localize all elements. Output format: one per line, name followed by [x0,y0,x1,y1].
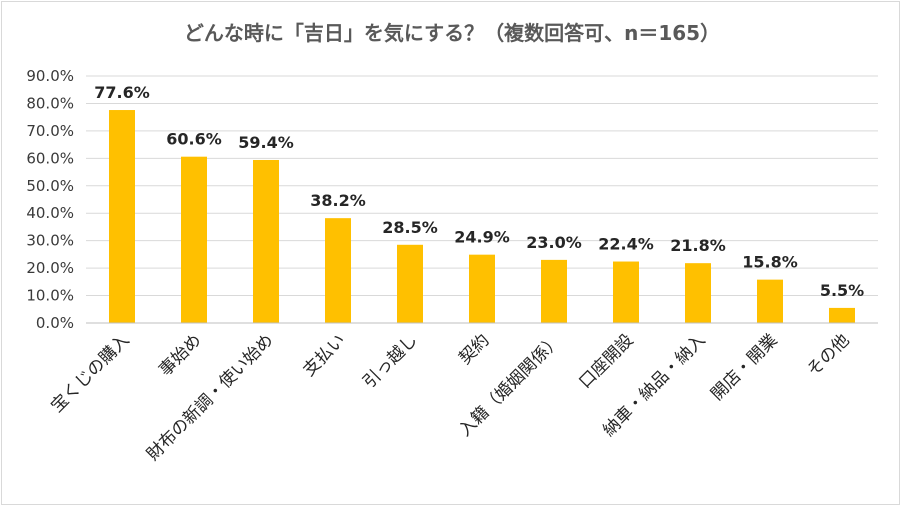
data-label: 22.4% [598,235,654,254]
x-tick-label: 開店・開業 [707,330,781,404]
x-tick-label: 支払い [299,330,349,380]
y-tick-label: 70.0% [26,122,74,140]
data-label: 38.2% [310,191,366,210]
data-label: 15.8% [742,253,798,272]
data-label: 59.4% [238,133,294,152]
bar [325,218,351,323]
data-label: 5.5% [820,281,864,300]
x-tick-label: 事始め [155,330,205,380]
y-tick-label: 90.0% [26,67,74,85]
x-tick-label: 契約 [455,330,493,368]
y-tick-label: 30.0% [26,232,74,250]
bar [757,279,783,323]
y-tick-label: 60.0% [26,149,74,167]
y-tick-label: 0.0% [36,314,74,332]
bar [253,159,279,323]
y-axis-ticks: 0.0% 10.0% 20.0% 30.0% 40.0% 50.0% 60.0% 70.0% 8… [26,67,74,332]
bar [685,263,711,323]
data-label: 28.5% [382,218,438,237]
y-tick-label: 40.0% [26,204,74,222]
data-label: 77.6% [94,83,150,102]
data-label: 21.8% [670,236,726,255]
bars [109,110,855,323]
data-label: 23.0% [526,233,582,252]
y-tick-label: 80.0% [26,94,74,112]
data-label: 24.9% [454,228,510,247]
y-tick-label: 20.0% [26,259,74,277]
x-tick-label: 宝くじの購入 [47,330,133,416]
bar [109,110,135,323]
bar [397,244,423,323]
gridlines [86,75,878,297]
chart-title: どんな時に「吉日」を気にする？（複数回答可、n＝165） [184,21,720,45]
x-tick-label: 財布の新調・使い始め [142,330,277,465]
x-tick-label: 引っ越し [359,330,421,392]
y-tick-label: 10.0% [26,287,74,305]
data-labels: 77.6% 60.6% 59.4% 38.2% 28.5% 24.9% 23.0% 22.4%… [94,83,864,300]
x-tick-label: その他 [803,330,853,380]
x-tick-label: 口座開設 [575,330,637,392]
bar [469,254,495,323]
y-tick-label: 50.0% [26,177,74,195]
bar [613,261,639,323]
bar [541,259,567,323]
bar [829,307,855,323]
bar [181,156,207,323]
data-label: 60.6% [166,130,222,149]
